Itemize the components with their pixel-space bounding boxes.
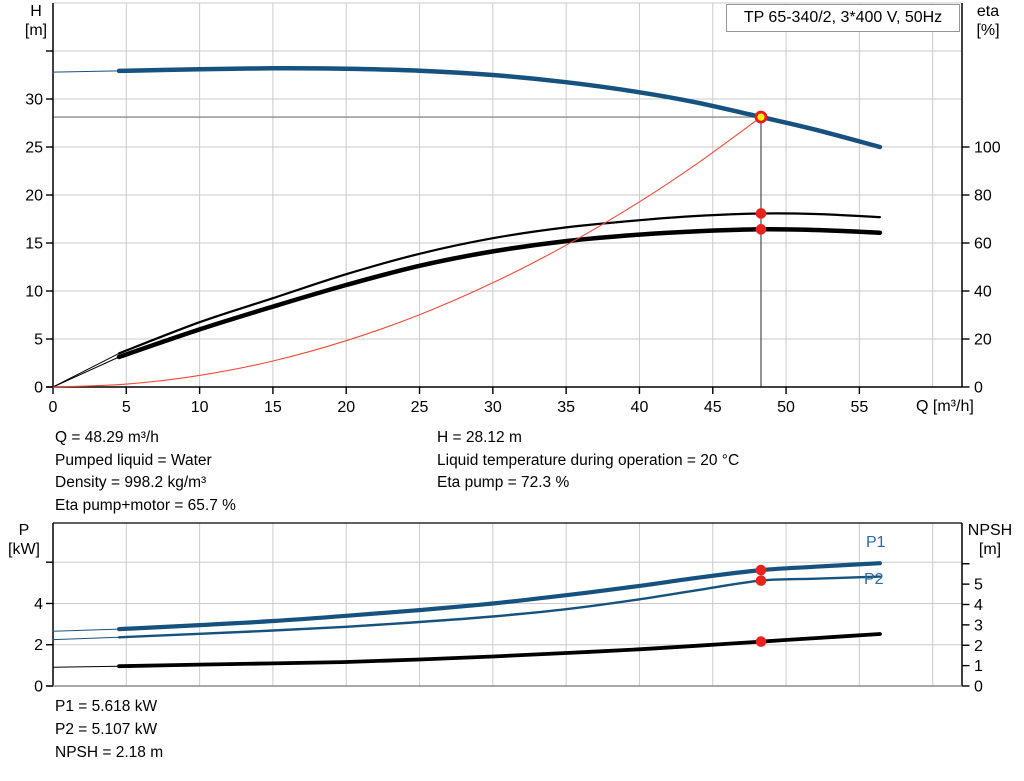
npsh-axis-label: NPSH [m]: [960, 521, 1020, 559]
right-tick-label: 0: [974, 679, 983, 696]
info-line-eta-pump: Eta pump = 72.3 %: [437, 474, 570, 491]
axis-label-line: [kW]: [8, 541, 40, 558]
x-tick-label: 5: [122, 399, 131, 416]
q-axis-label: Q [m³/h]: [916, 398, 974, 415]
left-tick-label: 25: [25, 140, 43, 157]
duty-info-block-left: Q = 48.29 m³/h Pumped liquid = Water Den…: [55, 427, 236, 517]
series-system-curve: [52, 116, 762, 388]
series-p1: [116, 561, 882, 632]
axis-label-line: [%]: [976, 22, 1000, 39]
duty-point-dot[interactable]: [755, 208, 767, 219]
info-line-density: Density = 998.2 kg/m³: [55, 474, 207, 491]
x-tick-label: 0: [49, 399, 58, 416]
x-tick-label: 20: [337, 399, 355, 416]
info-line-flow: Q = 48.29 m³/h: [55, 429, 159, 446]
series-h-curve-lead: [52, 70, 120, 73]
axis-label-line: [m]: [24, 22, 48, 39]
series-eta-pump-motor: [116, 227, 883, 360]
info-line-head: H = 28.12 m: [437, 429, 522, 446]
p-npsh-chart: 0 2 4 0 1 2 3 4 5: [34, 522, 983, 696]
right-tick-label: 40: [974, 284, 992, 301]
x-tick-label: 40: [631, 399, 649, 416]
right-tick-label: 100: [974, 140, 1001, 157]
left-tick-label: 20: [25, 188, 43, 205]
axis-label-line: eta: [976, 3, 1000, 20]
right-tick-label: 5: [974, 577, 983, 594]
x-tick-label: 25: [411, 399, 429, 416]
duty-point-marker[interactable]: [754, 110, 768, 124]
h-axis-label: H [m]: [16, 2, 56, 40]
x-tick-label: 35: [557, 399, 575, 416]
power-info-block: P1 = 5.618 kW P2 = 5.107 kW NPSH = 2.18 …: [55, 695, 163, 764]
left-tick-label: 5: [34, 332, 43, 349]
right-tick-label: 60: [974, 236, 992, 253]
p2-series-label: P2: [864, 571, 884, 588]
x-tick-label: 55: [850, 399, 868, 416]
series-eta-pump-motor-lead: [52, 356, 120, 388]
duty-point-dot[interactable]: [755, 224, 767, 235]
series-npsh-lead: [52, 665, 120, 668]
duty-point-dot[interactable]: [755, 575, 767, 586]
series-p1-lead: [52, 628, 120, 632]
info-line-p1: P1 = 5.618 kW: [55, 698, 158, 715]
right-tick-label: 3: [974, 617, 983, 634]
info-line-temperature: Liquid temperature during operation = 20…: [437, 451, 740, 469]
series-h-curve: [116, 66, 883, 150]
right-tick-label: 20: [974, 332, 992, 349]
series-eta-pump: [117, 212, 881, 355]
x-tick-label: 45: [704, 399, 722, 416]
info-line-liquid: Pumped liquid = Water: [55, 451, 212, 469]
x-tick-label: 15: [264, 399, 282, 416]
left-tick-label: 15: [25, 236, 43, 253]
info-line-npsh: NPSH = 2.18 m: [55, 744, 164, 761]
info-line-p2: P2 = 5.107 kW: [55, 721, 158, 738]
left-tick-label: 10: [25, 284, 43, 301]
pump-model-title: TP 65-340/2, 3*400 V, 50Hz: [726, 4, 960, 32]
p1-series-label: P1: [866, 534, 886, 551]
h-q-chart: 0 5 10 15 20 25 30 0 20 40 60 80 100 0 5 10 15 20 25 30 35 40…: [25, 2, 1001, 416]
left-tick-label: 2: [34, 637, 43, 654]
right-tick-label: 4: [974, 597, 983, 614]
series-npsh: [117, 632, 882, 669]
left-tick-label: 0: [34, 679, 43, 696]
duty-info-block-right: H = 28.12 m Liquid temperature during op…: [437, 427, 739, 495]
duty-point-dot[interactable]: [755, 636, 767, 647]
axis-label-line: [m]: [978, 541, 1002, 558]
series-p2-lead: [52, 636, 120, 641]
x-tick-label: 10: [191, 399, 209, 416]
duty-point-dot[interactable]: [755, 564, 767, 576]
axis-label-line: H: [30, 3, 42, 20]
right-tick-label: 2: [974, 638, 983, 655]
left-tick-label: 4: [34, 596, 43, 613]
left-tick-label: 30: [25, 92, 43, 109]
right-tick-label: 0: [974, 380, 983, 397]
axis-label-line: P: [18, 522, 30, 539]
info-line-eta-pump-motor: Eta pump+motor = 65.7 %: [55, 496, 236, 514]
p-axis-label: P [kW]: [0, 521, 48, 559]
x-tick-label: 30: [484, 399, 502, 416]
series-p2: [117, 575, 882, 639]
axis-label-line: NPSH: [967, 522, 1013, 539]
x-tick-label: 50: [777, 399, 795, 416]
right-tick-label: 80: [974, 188, 992, 205]
series-eta-pump-lead: [52, 352, 120, 388]
right-tick-label: 1: [974, 658, 983, 675]
left-tick-label: 0: [34, 380, 43, 397]
eta-axis-label: eta [%]: [966, 2, 1010, 40]
